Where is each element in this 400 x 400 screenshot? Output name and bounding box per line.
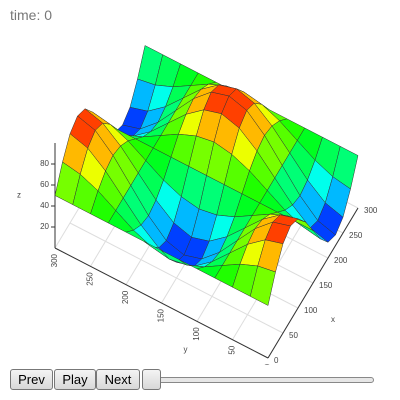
x-tick-label: 100	[304, 306, 318, 315]
frame-label: time: 0	[10, 7, 53, 23]
slider-handle[interactable]	[142, 369, 161, 390]
prev-button[interactable]: Prev	[10, 369, 53, 390]
next-button[interactable]: Next	[96, 369, 140, 390]
surface-cell	[249, 265, 276, 306]
z-tick-label: 60	[40, 180, 49, 189]
y-axis-label: y	[184, 345, 188, 354]
y-tick-label: 200	[121, 290, 130, 304]
z-tick-label: 80	[40, 159, 49, 168]
y-tick-label: 150	[157, 308, 166, 322]
z-tick-label: 40	[40, 201, 49, 210]
x-tick-label: 50	[289, 331, 298, 340]
chart: 0 50 100 150 200 250 300 0 50 100 150 200 250 300 20 40…	[17, 45, 378, 365]
y-tick-label: 50	[228, 345, 237, 354]
x-tick-label: 150	[319, 281, 333, 290]
z-tick-label: 20	[40, 222, 49, 231]
x-tick-label: 0	[274, 356, 279, 365]
y-tick-label: 100	[192, 327, 201, 341]
z-axis-label: z	[17, 191, 21, 200]
y-tick-label: 300	[50, 253, 59, 267]
x-tick-label: 250	[349, 231, 363, 240]
x-axis	[267, 207, 359, 359]
x-tick-label: 200	[334, 256, 348, 265]
slider-track[interactable]	[150, 377, 374, 383]
y-axis	[54, 247, 269, 359]
x-axis-label: x	[331, 315, 335, 324]
y-tick-label: 0	[263, 363, 272, 365]
play-button[interactable]: Play	[54, 369, 96, 390]
y-tick-label: 250	[86, 272, 95, 286]
x-tick-label: 300	[364, 206, 378, 215]
